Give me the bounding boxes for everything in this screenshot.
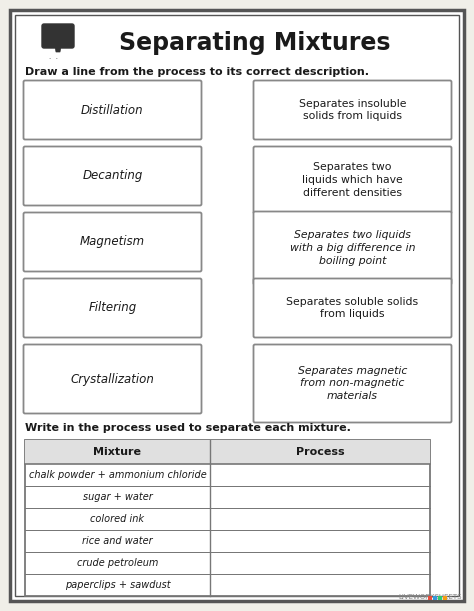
Text: Separates insoluble
solids from liquids: Separates insoluble solids from liquids — [299, 98, 406, 122]
Text: Draw a line from the process to its correct description.: Draw a line from the process to its corr… — [25, 67, 369, 77]
FancyBboxPatch shape — [254, 345, 452, 422]
FancyBboxPatch shape — [254, 279, 452, 337]
Bar — [433, 596, 437, 600]
Text: Magnetism: Magnetism — [80, 235, 145, 249]
Text: Filtering: Filtering — [88, 301, 137, 315]
Text: sugar + water: sugar + water — [82, 492, 152, 502]
Bar — [438, 596, 442, 600]
Text: Decanting: Decanting — [82, 169, 143, 183]
Text: Crystallization: Crystallization — [71, 373, 155, 386]
Bar — [25, 440, 430, 596]
Text: Separates soluble solids
from liquids: Separates soluble solids from liquids — [286, 296, 419, 320]
Text: chalk powder + ammonium chloride: chalk powder + ammonium chloride — [28, 470, 206, 480]
FancyBboxPatch shape — [24, 279, 201, 337]
Text: Separates magnetic
from non-magnetic
materials: Separates magnetic from non-magnetic mat… — [298, 366, 407, 401]
Text: Write in the process used to separate each mixture.: Write in the process used to separate ea… — [25, 423, 351, 433]
Polygon shape — [55, 46, 61, 52]
Text: Process: Process — [296, 447, 344, 457]
Text: crude petroleum: crude petroleum — [77, 558, 158, 568]
Text: LIVEWORKSHEETS: LIVEWORKSHEETS — [399, 594, 462, 600]
Text: colored ink: colored ink — [91, 514, 145, 524]
FancyBboxPatch shape — [24, 345, 201, 414]
FancyBboxPatch shape — [254, 147, 452, 213]
Text: Distillation: Distillation — [81, 103, 144, 117]
Text: Mixture: Mixture — [93, 447, 142, 457]
Text: Separates two liquids
with a big difference in
boiling point: Separates two liquids with a big differe… — [290, 230, 415, 266]
Text: rice and water: rice and water — [82, 536, 153, 546]
FancyBboxPatch shape — [24, 81, 201, 139]
FancyBboxPatch shape — [254, 81, 452, 139]
FancyBboxPatch shape — [24, 213, 201, 271]
Text: Separating Mixtures: Separating Mixtures — [119, 31, 391, 55]
Text: Separates two
liquids which have
different densities: Separates two liquids which have differe… — [302, 162, 403, 198]
Text: paperclips + sawdust: paperclips + sawdust — [64, 580, 170, 590]
FancyBboxPatch shape — [24, 147, 201, 205]
Bar — [443, 596, 447, 600]
FancyBboxPatch shape — [254, 211, 452, 285]
FancyBboxPatch shape — [42, 24, 74, 48]
Text: ·  ·: · · — [49, 56, 58, 62]
Bar — [25, 440, 430, 464]
Bar — [428, 596, 432, 600]
